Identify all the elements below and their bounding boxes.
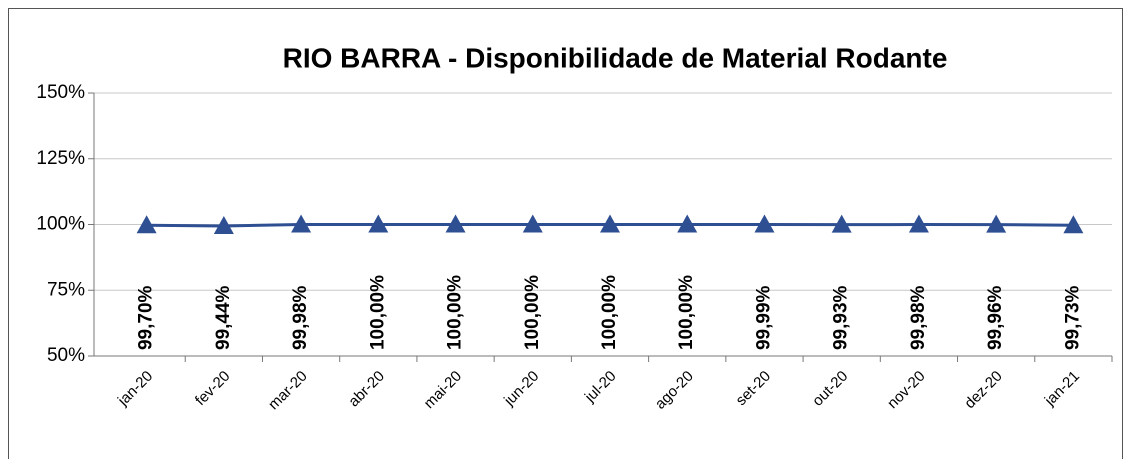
- marker: [1063, 215, 1084, 234]
- y-tick-label: 150%: [36, 82, 85, 103]
- marker: [522, 214, 543, 233]
- data-label: 99,98%: [908, 285, 929, 350]
- data-label: 100,00%: [599, 275, 620, 350]
- data-label: 100,00%: [676, 275, 697, 350]
- marker: [213, 215, 234, 234]
- data-label: 100,00%: [445, 275, 466, 350]
- marker: [908, 214, 929, 233]
- data-label: 99,98%: [290, 285, 311, 350]
- data-label: 99,93%: [831, 285, 852, 350]
- chart-border: [8, 8, 1123, 464]
- y-tick-label: 100%: [36, 214, 85, 235]
- marker: [831, 214, 852, 233]
- y-tick-label: 50%: [47, 345, 85, 366]
- marker: [677, 214, 698, 233]
- data-label: 99,70%: [136, 285, 157, 350]
- marker: [600, 214, 620, 233]
- marker: [136, 215, 157, 234]
- marker: [986, 214, 1007, 233]
- data-label: 100,00%: [522, 275, 543, 350]
- data-label: 100,00%: [367, 275, 388, 350]
- y-tick-label: 75%: [47, 279, 85, 300]
- marker: [445, 214, 466, 233]
- y-tick-label: 125%: [36, 148, 85, 169]
- data-label: 99,44%: [213, 285, 234, 350]
- data-label: 99,73%: [1062, 285, 1083, 350]
- marker: [754, 214, 775, 233]
- data-label: 99,96%: [985, 285, 1006, 350]
- marker: [368, 214, 389, 233]
- chart-title: RIO BARRA - Disponibilidade de Material …: [283, 42, 948, 73]
- marker: [291, 214, 312, 233]
- data-label: 99,99%: [753, 285, 774, 350]
